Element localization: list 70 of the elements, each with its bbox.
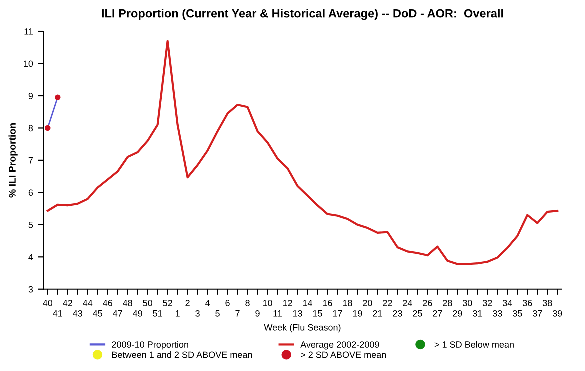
x-tick-label: 8 xyxy=(246,300,250,306)
chart-title: ILI Proportion (Current Year & Historical Average) -- DoD - AOR: Overall xyxy=(102,9,504,20)
x-tick-label: 5 xyxy=(216,310,220,317)
y-tick-label: 7 xyxy=(28,158,34,164)
x-tick-label: 48 xyxy=(123,300,132,306)
legend-label: Average 2002-2009 xyxy=(300,342,380,350)
y-tick-label: 8 xyxy=(28,125,34,132)
x-tick-label: 26 xyxy=(423,300,432,306)
x-tick-label: 20 xyxy=(363,300,372,306)
x-tick-label: 9 xyxy=(256,310,260,317)
x-tick-label: 38 xyxy=(542,300,552,306)
legend-label: > 1 SD Below mean xyxy=(434,341,514,348)
x-tick-label: 41 xyxy=(53,310,62,317)
y-tick-label: 6 xyxy=(28,190,34,196)
x-tick-label: 11 xyxy=(274,310,282,317)
line-series xyxy=(46,40,559,266)
x-tick-label: 36 xyxy=(522,300,532,306)
x-tick-label: 42 xyxy=(63,300,72,306)
x-tick-label: 28 xyxy=(443,300,452,306)
x-tick-label: 30 xyxy=(462,300,472,306)
y-tick-label: 11 xyxy=(24,28,34,35)
x-tick-label: 46 xyxy=(103,300,112,306)
x-tick-label: 40 xyxy=(43,300,53,306)
x-tick-label: 7 xyxy=(236,310,240,317)
y-tick-label: 10 xyxy=(24,60,34,68)
x-tick-label: 22 xyxy=(383,300,392,306)
x-tick-label: 35 xyxy=(512,310,522,317)
y-axis-title: % ILI Proportion xyxy=(8,124,18,198)
x-tick-label: 34 xyxy=(502,300,512,306)
x-tick-label: 6 xyxy=(226,300,230,306)
x-tick-label: 52 xyxy=(163,300,172,306)
x-tick-label: 37 xyxy=(532,310,542,317)
x-tick-label: 21 xyxy=(373,310,382,317)
x-tick-label: 47 xyxy=(113,310,122,317)
x-tick-label: 1 xyxy=(176,310,180,317)
x-tick-label: 31 xyxy=(472,310,482,317)
x-tick-label: 45 xyxy=(93,310,102,317)
x-tick-label: 44 xyxy=(83,300,93,306)
x-tick-label: 49 xyxy=(133,310,142,317)
legend-label: Between 1 and 2 SD ABOVE mean xyxy=(112,352,252,358)
x-tick-label: 50 xyxy=(143,300,152,306)
x-tick-label: 17 xyxy=(333,310,342,317)
legend-label: > 2 SD ABOVE mean xyxy=(301,352,386,358)
x-tick-label: 32 xyxy=(482,300,492,306)
x-tick-label: 2 xyxy=(186,300,190,306)
x-tick-label: 3 xyxy=(196,310,200,317)
y-tick-label: 3 xyxy=(28,286,34,293)
x-tick-label: 15 xyxy=(313,310,322,317)
x-tick-label: 43 xyxy=(73,310,82,317)
x-tick-label: 39 xyxy=(552,310,562,317)
y-tick-label: 4 xyxy=(28,254,34,260)
x-tick-label: 51 xyxy=(153,310,162,317)
x-tick-label: 29 xyxy=(453,310,462,317)
x-tick-label: 25 xyxy=(413,310,422,317)
y-tick-label: 5 xyxy=(28,222,34,228)
x-tick-label: 4 xyxy=(205,300,210,306)
y-tick-label: 9 xyxy=(28,92,34,100)
x-tick-label: 10 xyxy=(263,300,272,306)
x-tick-label: 13 xyxy=(293,310,302,317)
legend-label: 2009-10 Proportion xyxy=(112,341,188,350)
x-tick-label: 12 xyxy=(283,300,292,306)
x-tick-label: 27 xyxy=(433,310,442,317)
x-tick-label: 14 xyxy=(303,300,312,306)
x-axis-title: Week (Flu Season) xyxy=(264,324,341,333)
x-tick-label: 33 xyxy=(492,310,502,317)
x-tick-label: 18 xyxy=(343,300,352,306)
x-tick-label: 19 xyxy=(353,310,362,317)
x-tick-label: 16 xyxy=(323,300,332,306)
x-tick-label: 23 xyxy=(393,310,402,317)
x-tick-label: 24 xyxy=(403,300,412,306)
